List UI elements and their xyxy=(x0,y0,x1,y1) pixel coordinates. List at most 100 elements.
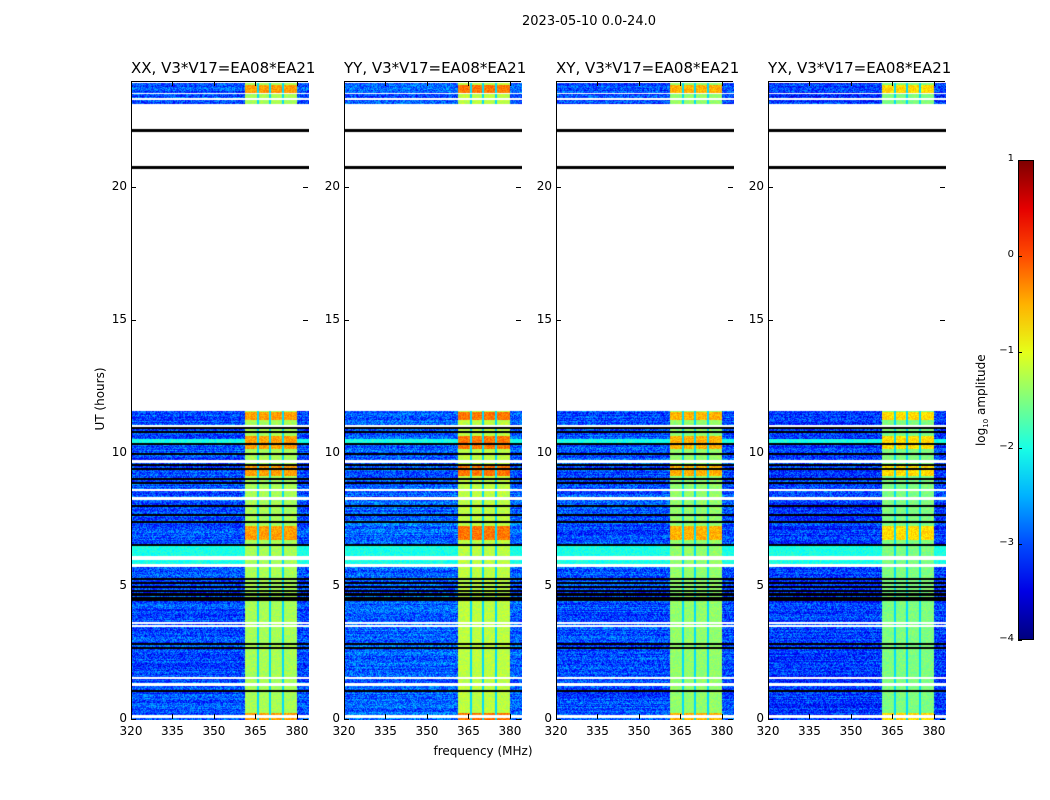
y-axis-label: UT (hours) xyxy=(93,367,107,431)
y-tick-label: 0 xyxy=(544,711,552,725)
panel-title: XX, V3*V17=EA08*EA21 xyxy=(131,59,316,77)
x-tick-mark xyxy=(809,81,811,86)
y-tick-label: 5 xyxy=(119,578,127,593)
colorbar-label-rest: amplitude xyxy=(973,354,988,419)
heatmap-cells xyxy=(132,82,309,720)
x-tick-mark xyxy=(768,81,769,86)
y-tick-label: 5 xyxy=(544,578,552,593)
x-tick-mark xyxy=(255,714,257,719)
x-tick-mark xyxy=(385,714,387,719)
colorbar-tick-label: −4 xyxy=(999,633,1014,644)
y-tick-mark xyxy=(728,187,733,189)
colorbar-tick-mark xyxy=(1018,640,1022,641)
x-tick-mark xyxy=(597,714,599,719)
x-tick-label: 320 xyxy=(119,724,143,738)
x-tick-label: 350 xyxy=(839,724,863,738)
x-tick-mark xyxy=(426,714,428,719)
x-tick-mark xyxy=(509,714,511,719)
y-tick-label: 10 xyxy=(748,445,764,460)
y-tick-label: 20 xyxy=(748,179,764,194)
heatmap-panel xyxy=(131,81,309,720)
y-tick-mark xyxy=(556,187,561,189)
y-tick-mark xyxy=(303,187,308,189)
y-tick-mark xyxy=(516,320,521,322)
x-tick-label: 350 xyxy=(627,724,651,738)
figure-title: 2023-05-10 0.0-24.0 xyxy=(522,14,656,29)
colorbar xyxy=(1018,160,1034,640)
x-tick-mark xyxy=(556,714,557,719)
x-tick-label: 380 xyxy=(285,724,309,738)
x-tick-mark xyxy=(556,81,557,86)
colorbar-label-main: log xyxy=(973,427,988,447)
x-tick-label: 335 xyxy=(374,724,397,738)
x-tick-label: 320 xyxy=(332,724,356,738)
y-tick-mark xyxy=(303,453,308,455)
x-tick-mark xyxy=(680,714,682,719)
y-tick-mark xyxy=(344,586,349,588)
y-tick-mark xyxy=(344,453,349,455)
x-tick-label: 365 xyxy=(669,724,692,738)
colorbar-tick-label: 0 xyxy=(1007,249,1014,260)
heatmap-cells xyxy=(769,82,946,720)
y-tick-label: 20 xyxy=(324,179,340,194)
y-tick-label: 15 xyxy=(536,312,552,327)
x-tick-label: 335 xyxy=(798,724,821,738)
y-tick-label: 20 xyxy=(536,179,552,194)
x-tick-mark xyxy=(809,714,811,719)
y-tick-label: 10 xyxy=(111,445,127,460)
y-tick-mark xyxy=(344,320,349,322)
y-tick-label: 15 xyxy=(748,312,764,327)
x-tick-label: 350 xyxy=(415,724,439,738)
x-tick-mark xyxy=(850,714,852,719)
x-tick-mark xyxy=(933,714,935,719)
x-tick-mark xyxy=(933,81,935,86)
x-tick-mark xyxy=(768,714,769,719)
x-axis-label: frequency (MHz) xyxy=(433,744,533,758)
x-tick-mark xyxy=(721,81,723,86)
x-tick-mark xyxy=(892,714,894,719)
heatmap-cells xyxy=(557,82,734,720)
y-tick-mark xyxy=(728,453,733,455)
x-tick-mark xyxy=(468,714,470,719)
y-tick-mark xyxy=(940,719,945,720)
x-tick-label: 350 xyxy=(202,724,226,738)
x-tick-label: 320 xyxy=(544,724,568,738)
y-tick-mark xyxy=(131,187,136,189)
x-tick-mark xyxy=(296,81,298,86)
y-tick-mark xyxy=(303,586,308,588)
x-tick-mark xyxy=(131,714,132,719)
y-tick-label: 10 xyxy=(324,445,340,460)
heatmap-panel xyxy=(344,81,522,720)
y-tick-mark xyxy=(303,320,308,322)
y-tick-mark xyxy=(768,320,773,322)
x-tick-mark xyxy=(638,81,640,86)
y-tick-mark xyxy=(728,586,733,588)
heatmap-cells xyxy=(345,82,522,720)
x-tick-mark xyxy=(638,714,640,719)
colorbar-tick-mark xyxy=(1018,544,1022,545)
x-tick-mark xyxy=(172,81,174,86)
x-tick-mark xyxy=(344,714,345,719)
y-tick-mark xyxy=(768,187,773,189)
colorbar-tick-label: 1 xyxy=(1007,153,1014,164)
x-tick-label: 380 xyxy=(922,724,946,738)
y-tick-label: 0 xyxy=(756,711,764,725)
y-tick-mark xyxy=(556,320,561,322)
y-tick-mark xyxy=(131,453,136,455)
x-tick-mark xyxy=(892,81,894,86)
x-tick-mark xyxy=(296,714,298,719)
x-tick-mark xyxy=(680,81,682,86)
colorbar-tick-mark xyxy=(1018,448,1022,449)
x-tick-label: 380 xyxy=(498,724,522,738)
colorbar-tick-label: −2 xyxy=(999,441,1014,452)
x-tick-label: 380 xyxy=(710,724,734,738)
colorbar-tick-label: −3 xyxy=(999,537,1014,548)
heatmap-panel xyxy=(556,81,734,720)
x-tick-mark xyxy=(721,714,723,719)
y-tick-mark xyxy=(131,586,136,588)
y-tick-mark xyxy=(556,453,561,455)
y-tick-label: 15 xyxy=(111,312,127,327)
x-tick-mark xyxy=(426,81,428,86)
x-tick-mark xyxy=(255,81,257,86)
